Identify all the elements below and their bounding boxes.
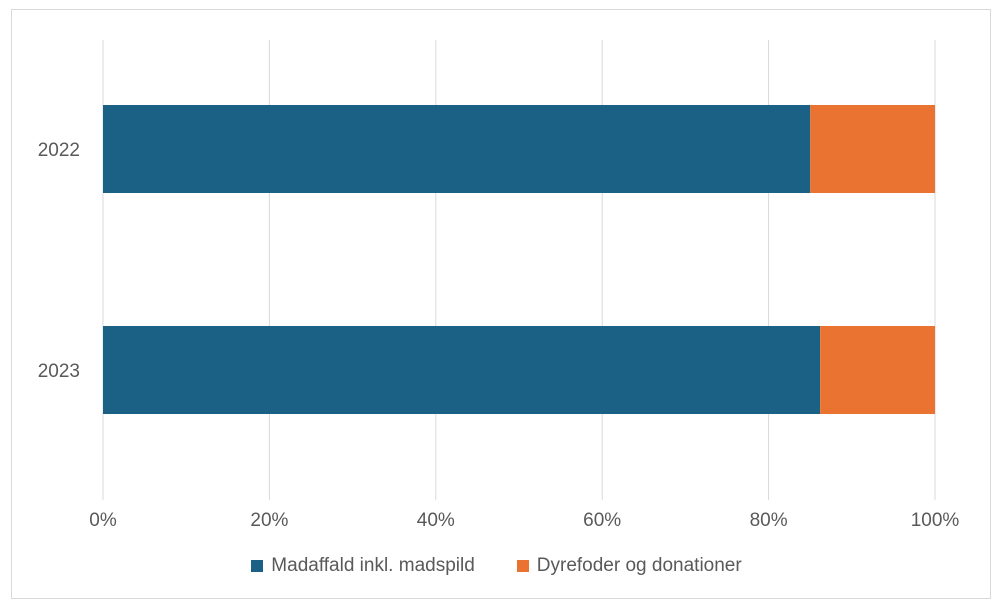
x-tick-label-3: 60% xyxy=(583,510,621,531)
bar-2022-series-1 xyxy=(103,105,811,193)
legend-swatch-series-1 xyxy=(251,560,264,572)
bars xyxy=(103,105,935,414)
y-axis-labels: 2022 2023 xyxy=(38,140,80,382)
x-tick-label-0: 0% xyxy=(89,510,117,531)
legend-label-series-1: Madaffald inkl. madspild xyxy=(271,555,475,576)
x-tick-label-4: 80% xyxy=(750,510,788,531)
x-tick-label-1: 20% xyxy=(250,510,288,531)
legend-item-series-1: Madaffald inkl. madspild xyxy=(251,555,475,577)
legend-swatch-series-2 xyxy=(516,560,529,572)
y-category-label-2022: 2022 xyxy=(38,140,80,161)
x-tick-label-5: 100% xyxy=(911,510,960,531)
bar-2022-series-2 xyxy=(810,105,935,193)
legend-item-series-2: Dyrefoder og donationer xyxy=(516,555,742,577)
legend: Madaffald inkl. madspild Dyrefoder og do… xyxy=(0,555,993,577)
legend-label-series-2: Dyrefoder og donationer xyxy=(536,555,742,576)
bar-2023-series-2 xyxy=(820,326,935,414)
bar-2023-series-1 xyxy=(103,326,821,414)
x-axis-labels: 0% 20% 40% 60% 80% 100% xyxy=(89,510,959,531)
y-category-label-2023: 2023 xyxy=(38,361,80,382)
x-tick-label-2: 40% xyxy=(417,510,455,531)
